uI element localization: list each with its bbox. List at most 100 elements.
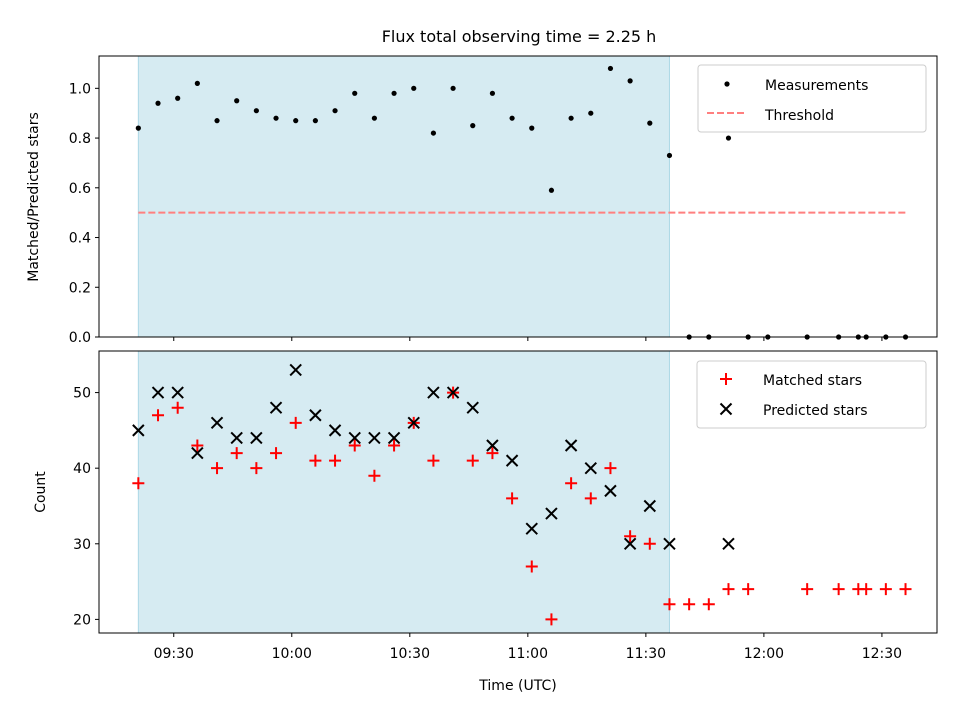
predicted-star-point xyxy=(191,446,204,460)
predicted-star-point xyxy=(446,386,460,399)
matched-star-point xyxy=(270,447,283,460)
predicted-star-point xyxy=(505,454,519,467)
predicted-star-point xyxy=(151,386,165,399)
count-y-tick-label: 20 xyxy=(73,612,91,628)
ratio-panel: 0.0 0.2 0.4 0.6 0.8 1.0 Matched/Predicted sta… xyxy=(26,55,938,346)
count-legend-box xyxy=(696,360,927,429)
measurement-point xyxy=(214,118,220,124)
legend-predicted-label: Predicted stars xyxy=(763,403,868,419)
measurement-point xyxy=(489,90,496,96)
measurement-point xyxy=(293,118,299,124)
matched-star-point xyxy=(702,598,715,611)
predicted-star-point xyxy=(663,537,676,550)
measurement-point xyxy=(253,108,259,114)
matched-star-point xyxy=(525,560,538,573)
x-axis-label: Time (UTC) xyxy=(478,678,556,694)
ratio-y-axis-label: Matched/Predicted stars xyxy=(26,112,42,282)
measurement-point xyxy=(371,115,377,121)
matched-star-point xyxy=(643,537,656,550)
predicted-star-point xyxy=(486,439,499,452)
predicted-star-point xyxy=(722,537,735,550)
matched-star-point xyxy=(801,583,814,596)
matched-star-point xyxy=(368,469,381,482)
matched-star-point xyxy=(860,583,873,596)
predicted-star-point xyxy=(328,424,342,437)
measurement-point xyxy=(548,187,555,193)
matched-star-point xyxy=(191,439,204,452)
measurement-point xyxy=(194,80,200,86)
count-y-axis-label: Count xyxy=(33,471,49,513)
predicted-star-point xyxy=(210,416,224,430)
matched-star-point xyxy=(171,401,184,414)
x-tick-label: 12:30 xyxy=(862,646,902,662)
x-tick-label: 12:00 xyxy=(744,646,784,662)
matched-star-point xyxy=(250,462,263,475)
predicted-star-point xyxy=(427,386,440,399)
legend-matched-plus xyxy=(720,373,732,385)
matched-star-point xyxy=(663,598,676,611)
matched-star-point xyxy=(211,462,224,475)
ratio-y-tick-label: 0.4 xyxy=(69,231,91,247)
legend-matched-label: Matched stars xyxy=(763,373,862,389)
count-panel: 20 30 40 50 09:30 10:00 10:30 11:00 11:30 12:00 12… xyxy=(33,350,938,694)
legend-measurements-marker xyxy=(724,81,730,87)
matched-star-point xyxy=(604,462,617,475)
matched-star-point xyxy=(584,492,597,505)
measurement-point xyxy=(175,95,181,101)
predicted-star-point xyxy=(289,363,302,377)
measurement-point xyxy=(470,123,476,129)
chart-title: Flux total observing time = 2.25 h xyxy=(382,27,657,46)
matched-star-point xyxy=(309,454,322,467)
matched-star-point xyxy=(899,583,912,596)
predicted-star-point xyxy=(545,507,558,520)
measurement-point xyxy=(411,85,417,91)
measurement-point xyxy=(352,90,358,96)
matched-star-point xyxy=(132,477,145,490)
matched-star-point xyxy=(289,416,302,429)
measurement-point xyxy=(725,135,732,141)
measurement-point xyxy=(135,125,141,131)
matched-star-point xyxy=(832,583,845,596)
count-legend: Matched stars Predicted stars xyxy=(696,360,927,429)
measurement-point xyxy=(312,118,318,124)
ratio-y-tick-label: 1.0 xyxy=(69,81,91,97)
x-tick-label: 09:30 xyxy=(154,646,194,662)
predicted-star-point xyxy=(584,461,597,475)
count-shaded-span xyxy=(137,350,670,634)
matched-star-point xyxy=(329,454,342,467)
measurement-point xyxy=(234,98,240,104)
measurement-point xyxy=(627,78,633,84)
legend-predicted-cross xyxy=(719,402,733,416)
predicted-star-point xyxy=(132,424,145,437)
ratio-y-tick-label: 0.6 xyxy=(69,181,91,197)
ratio-y-tick-label: 0.0 xyxy=(69,330,91,346)
count-y-tick-label: 30 xyxy=(73,537,91,553)
predicted-star-point xyxy=(230,431,243,445)
count-y-tick-label: 50 xyxy=(73,386,91,402)
predicted-star-point xyxy=(250,431,263,445)
legend-measurements-label: Measurements xyxy=(765,78,868,94)
count-plot-frame xyxy=(98,350,938,634)
ratio-shaded-span xyxy=(137,55,670,338)
matched-star-point xyxy=(565,477,578,490)
legend-threshold-label: Threshold xyxy=(764,108,834,124)
matched-star-point xyxy=(624,530,637,543)
matched-star-point xyxy=(230,447,243,460)
measurement-point xyxy=(155,100,161,106)
predicted-star-point xyxy=(604,484,617,498)
ratio-legend-box xyxy=(697,64,927,133)
predicted-star-point xyxy=(348,431,361,445)
predicted-star-point xyxy=(407,416,420,430)
matched-star-point xyxy=(486,447,499,460)
ratio-y-tick-label: 0.8 xyxy=(69,131,91,147)
matched-star-point xyxy=(742,583,755,596)
ratio-legend: Measurements Threshold xyxy=(697,64,927,133)
measurement-point xyxy=(332,108,338,114)
matched-star-point xyxy=(466,454,479,467)
predicted-star-point xyxy=(564,439,578,452)
predicted-star-point xyxy=(643,499,657,513)
measurement-point xyxy=(529,125,535,131)
predicted-star-point xyxy=(368,431,381,445)
measurement-point xyxy=(607,65,614,72)
